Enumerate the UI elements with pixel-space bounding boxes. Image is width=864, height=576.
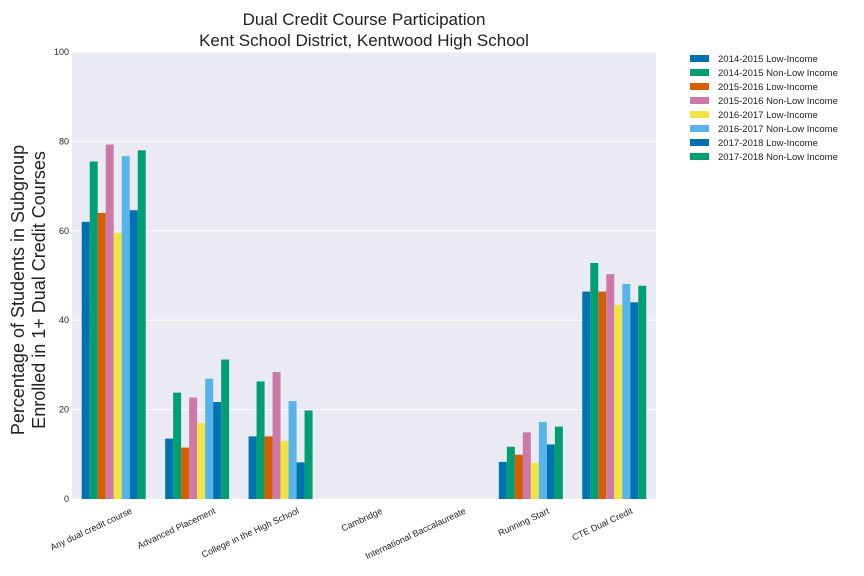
legend-label: 2014-2015 Non-Low Income xyxy=(718,68,838,79)
bar xyxy=(89,161,98,499)
bar xyxy=(105,144,114,500)
bars xyxy=(81,144,647,500)
bar xyxy=(173,392,182,499)
bar xyxy=(81,221,90,500)
legend-item: 2014-2015 Low-Income xyxy=(690,54,818,65)
y-tick-label: 100 xyxy=(54,47,69,57)
legend-item: 2015-2016 Low-Income xyxy=(690,82,818,93)
legend-swatch xyxy=(690,153,709,160)
legend-label: 2017-2018 Low-Income xyxy=(718,138,818,149)
y-tick-label: 40 xyxy=(59,315,69,325)
legend: 2014-2015 Low-Income 2014-2015 Non-Low In… xyxy=(690,54,838,163)
y-axis-label-line-1: Percentage of Students in Subgroup xyxy=(8,145,28,435)
bar xyxy=(256,381,265,499)
bar xyxy=(288,401,297,499)
bar xyxy=(296,462,305,499)
bar xyxy=(530,462,539,499)
bar xyxy=(137,150,146,499)
bar xyxy=(638,285,647,499)
bar xyxy=(248,436,257,499)
legend-item: 2014-2015 Non-Low Income xyxy=(690,68,838,79)
bar xyxy=(606,274,615,499)
bar xyxy=(121,156,130,499)
bar xyxy=(304,410,313,499)
legend-swatch xyxy=(690,83,709,90)
legend-label: 2016-2017 Non-Low Income xyxy=(718,124,838,135)
bar xyxy=(197,423,206,499)
bar xyxy=(506,446,515,499)
chart-title-line-2: Kent School District, Kentwood High Scho… xyxy=(199,31,529,50)
x-tick-labels: Any dual credit course Advanced Placement… xyxy=(49,506,635,562)
chart-title-line-1: Dual Credit Course Participation xyxy=(243,10,486,29)
bar xyxy=(514,454,523,499)
legend-label: 2015-2016 Low-Income xyxy=(718,82,818,93)
bar xyxy=(205,378,214,499)
bar xyxy=(213,402,222,499)
legend-item: 2017-2018 Low-Income xyxy=(690,138,818,149)
x-tick-label: Running Start xyxy=(497,506,552,539)
legend-item: 2017-2018 Non-Low Income xyxy=(690,152,838,163)
legend-swatch xyxy=(690,97,709,104)
legend-swatch xyxy=(690,139,709,146)
bar xyxy=(630,302,639,499)
x-tick-label: Any dual credit course xyxy=(49,506,134,553)
bar xyxy=(280,440,289,499)
plot-area xyxy=(72,52,656,499)
y-tick-labels: 0 20 40 60 80 100 xyxy=(54,47,69,504)
legend-label: 2014-2015 Low-Income xyxy=(718,54,818,65)
bar xyxy=(113,233,122,499)
y-tick-label: 80 xyxy=(59,136,69,146)
bar xyxy=(272,372,281,499)
x-tick-label: Cambridge xyxy=(340,506,384,534)
x-tick-label: CTE Dual Credit xyxy=(571,506,635,543)
bar xyxy=(165,438,174,499)
legend-swatch xyxy=(690,69,709,76)
y-tick-label: 20 xyxy=(59,405,69,415)
bar xyxy=(264,436,273,499)
bar xyxy=(590,262,599,499)
bar xyxy=(538,422,547,499)
bar xyxy=(129,210,138,499)
bar xyxy=(614,305,623,499)
bar xyxy=(221,359,230,499)
bar xyxy=(189,397,198,499)
bar xyxy=(622,283,631,499)
bar xyxy=(97,212,106,500)
bar xyxy=(546,444,555,499)
bar xyxy=(522,432,531,499)
bar xyxy=(498,461,507,499)
legend-swatch xyxy=(690,125,709,132)
legend-item: 2016-2017 Low-Income xyxy=(690,110,818,121)
bar xyxy=(554,426,563,499)
x-tick-label: Advanced Placement xyxy=(136,506,218,551)
legend-item: 2015-2016 Non-Low Income xyxy=(690,96,838,107)
y-tick-label: 60 xyxy=(59,226,69,236)
legend-item: 2016-2017 Non-Low Income xyxy=(690,124,838,135)
y-tick-label: 0 xyxy=(64,494,69,504)
bar xyxy=(582,291,591,499)
legend-label: 2015-2016 Non-Low Income xyxy=(718,96,838,107)
y-axis-label-line-2: Enrolled in 1+ Dual Credit Courses xyxy=(29,151,49,429)
bar xyxy=(598,291,607,499)
legend-label: 2016-2017 Low-Income xyxy=(718,110,818,121)
legend-swatch xyxy=(690,55,709,62)
legend-label: 2017-2018 Non-Low Income xyxy=(718,152,838,163)
legend-swatch xyxy=(690,111,709,118)
bar xyxy=(181,447,190,499)
